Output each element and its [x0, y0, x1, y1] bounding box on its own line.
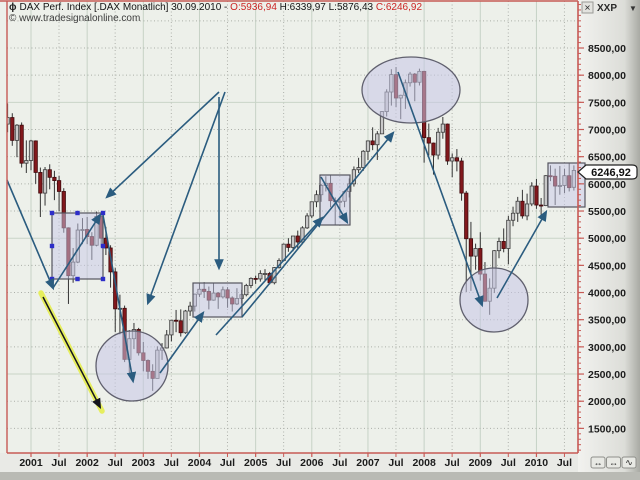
ohlc-title-segment: H:6339,97: [276, 2, 326, 13]
arrow-to-2003-low[interactable]: [146, 91, 226, 306]
price-tick-label: 6000,00: [588, 179, 626, 191]
price-tick-label: 8500,00: [588, 43, 626, 55]
selection-handle[interactable]: [100, 276, 106, 282]
yellow-highlighted-downtrend-arrow[interactable]: [42, 296, 102, 409]
chart-frame: [0, 0, 581, 454]
time-axis[interactable]: 2001 Jul 2002 Jul 2003 Jul 2004 Jul 2005 Jul 2006 J…: [19, 453, 572, 469]
ohlc-title-segment: C:6246,92: [373, 2, 423, 13]
selection-handle[interactable]: [49, 210, 55, 216]
ellipse-2009-bottom[interactable]: [459, 267, 529, 333]
instrument-icon: ϕ: [9, 2, 17, 13]
ohlc-title: DAX Perf. Index [.DAX Monatlich] 30.09.2…: [20, 2, 423, 13]
jul-tick-label: Jul: [51, 457, 66, 469]
selection-handle[interactable]: [100, 243, 106, 249]
jul-tick-label: Jul: [332, 457, 347, 469]
price-tick-label: 2000,00: [588, 396, 626, 408]
price-tick-label: 8000,00: [588, 70, 626, 82]
expand-time-axis-button-icon: ↔: [609, 458, 618, 468]
ohlc-title-segment: L:5876,43: [325, 2, 374, 13]
arrow-decline-2002-2003[interactable]: [102, 214, 137, 384]
window-bottom-edge: [0, 472, 640, 480]
symbol-widget: ✕ XXP ▼: [581, 1, 637, 14]
jul-tick-label: Jul: [108, 457, 123, 469]
price-tick-label: 7500,00: [588, 97, 626, 109]
year-tick-label: 2002: [75, 457, 99, 469]
year-tick-label: 2009: [469, 457, 493, 469]
arrow-inside-2006-box[interactable]: [320, 176, 349, 225]
arrow-rebound-2003[interactable]: [159, 311, 205, 374]
compress-time-axis-button[interactable]: [590, 456, 606, 469]
jul-tick-label: Jul: [445, 457, 460, 469]
axis-toolbar: ↔ ↔ ∿: [590, 456, 637, 469]
arrow-rally-2009-2010[interactable]: [496, 209, 548, 299]
jul-tick-label: Jul: [164, 457, 179, 469]
close-icon[interactable]: [581, 1, 594, 14]
chart-header: ϕ DAX Perf. Index [.DAX Monatlich] 30.09.…: [9, 2, 422, 13]
time-axis-panel[interactable]: [0, 453, 578, 472]
last-price-value: 6246,92: [591, 167, 631, 179]
price-tick-label: 4000,00: [588, 288, 626, 300]
last-price-flag: 6246,92: [577, 164, 638, 180]
ellipse-2003-bottom[interactable]: [95, 330, 169, 402]
price-tick-label: 6500,00: [588, 152, 626, 164]
copyright: © www.tradesignalonline.com: [9, 13, 141, 24]
jul-tick-label: Jul: [220, 457, 235, 469]
symbol-code-label: XXP: [597, 3, 617, 14]
jul-tick-label: Jul: [557, 457, 572, 469]
price-tick-label: 5500,00: [588, 206, 626, 218]
symbol-dropdown-icon[interactable]: ▼: [629, 4, 637, 13]
price-tick-label: 3500,00: [588, 315, 626, 327]
year-tick-label: 2005: [244, 457, 268, 469]
selection-handle[interactable]: [75, 276, 80, 282]
expand-time-axis-button[interactable]: [606, 456, 621, 469]
arrow-rally-2004-2007[interactable]: [241, 131, 395, 318]
price-tick-label: 4500,00: [588, 260, 626, 272]
compress-time-axis-button-icon: ↔: [594, 458, 603, 468]
arrow-decline-2001[interactable]: [6, 179, 54, 291]
year-tick-label: 2006: [300, 457, 324, 469]
price-tick-label: 3000,00: [588, 342, 626, 354]
price-tick-label: 5000,00: [588, 233, 626, 245]
jul-tick-label: Jul: [501, 457, 516, 469]
annotations: [6, 56, 586, 414]
year-tick-label: 2003: [132, 457, 156, 469]
jul-tick-label: Jul: [276, 457, 291, 469]
arrow-trendline-2005-2006[interactable]: [215, 216, 324, 336]
close-icon-glyph: ✕: [584, 4, 591, 13]
arrow-decline-2008-2009[interactable]: [397, 71, 484, 308]
ohlc-title-segment: O:5936,94: [230, 2, 277, 13]
year-tick-label: 2004: [188, 457, 212, 469]
ohlc-title-segment: DAX Perf. Index [.DAX Monatlich] 30.09.2…: [19, 2, 231, 13]
year-tick-label: 2007: [356, 457, 380, 469]
auto-scale-button[interactable]: [621, 456, 637, 469]
price-axis[interactable]: 8500,00 8000,00 7500,00 7000,00 6500,00 6000,…: [578, 43, 626, 435]
year-tick-label: 2001: [19, 457, 43, 469]
year-tick-label: 2010: [525, 457, 549, 469]
year-tick-label: 2008: [412, 457, 436, 469]
auto-scale-button-icon: ∿: [625, 458, 633, 468]
arrow-to-2002-box[interactable]: [105, 91, 220, 199]
arrow-rebound-2001[interactable]: [52, 212, 102, 289]
price-tick-label: 2500,00: [588, 369, 626, 381]
price-axis-panel[interactable]: [578, 0, 640, 480]
selection-handle[interactable]: [75, 210, 80, 216]
jul-tick-label: Jul: [388, 457, 403, 469]
selection-handle[interactable]: [49, 243, 55, 249]
price-tick-label: 7000,00: [588, 125, 626, 137]
box-2004-consolidation[interactable]: [192, 282, 243, 318]
price-tick-label: 1500,00: [588, 423, 626, 435]
ellipse-2007-top[interactable]: [361, 56, 461, 124]
selection-handle[interactable]: [100, 210, 106, 216]
